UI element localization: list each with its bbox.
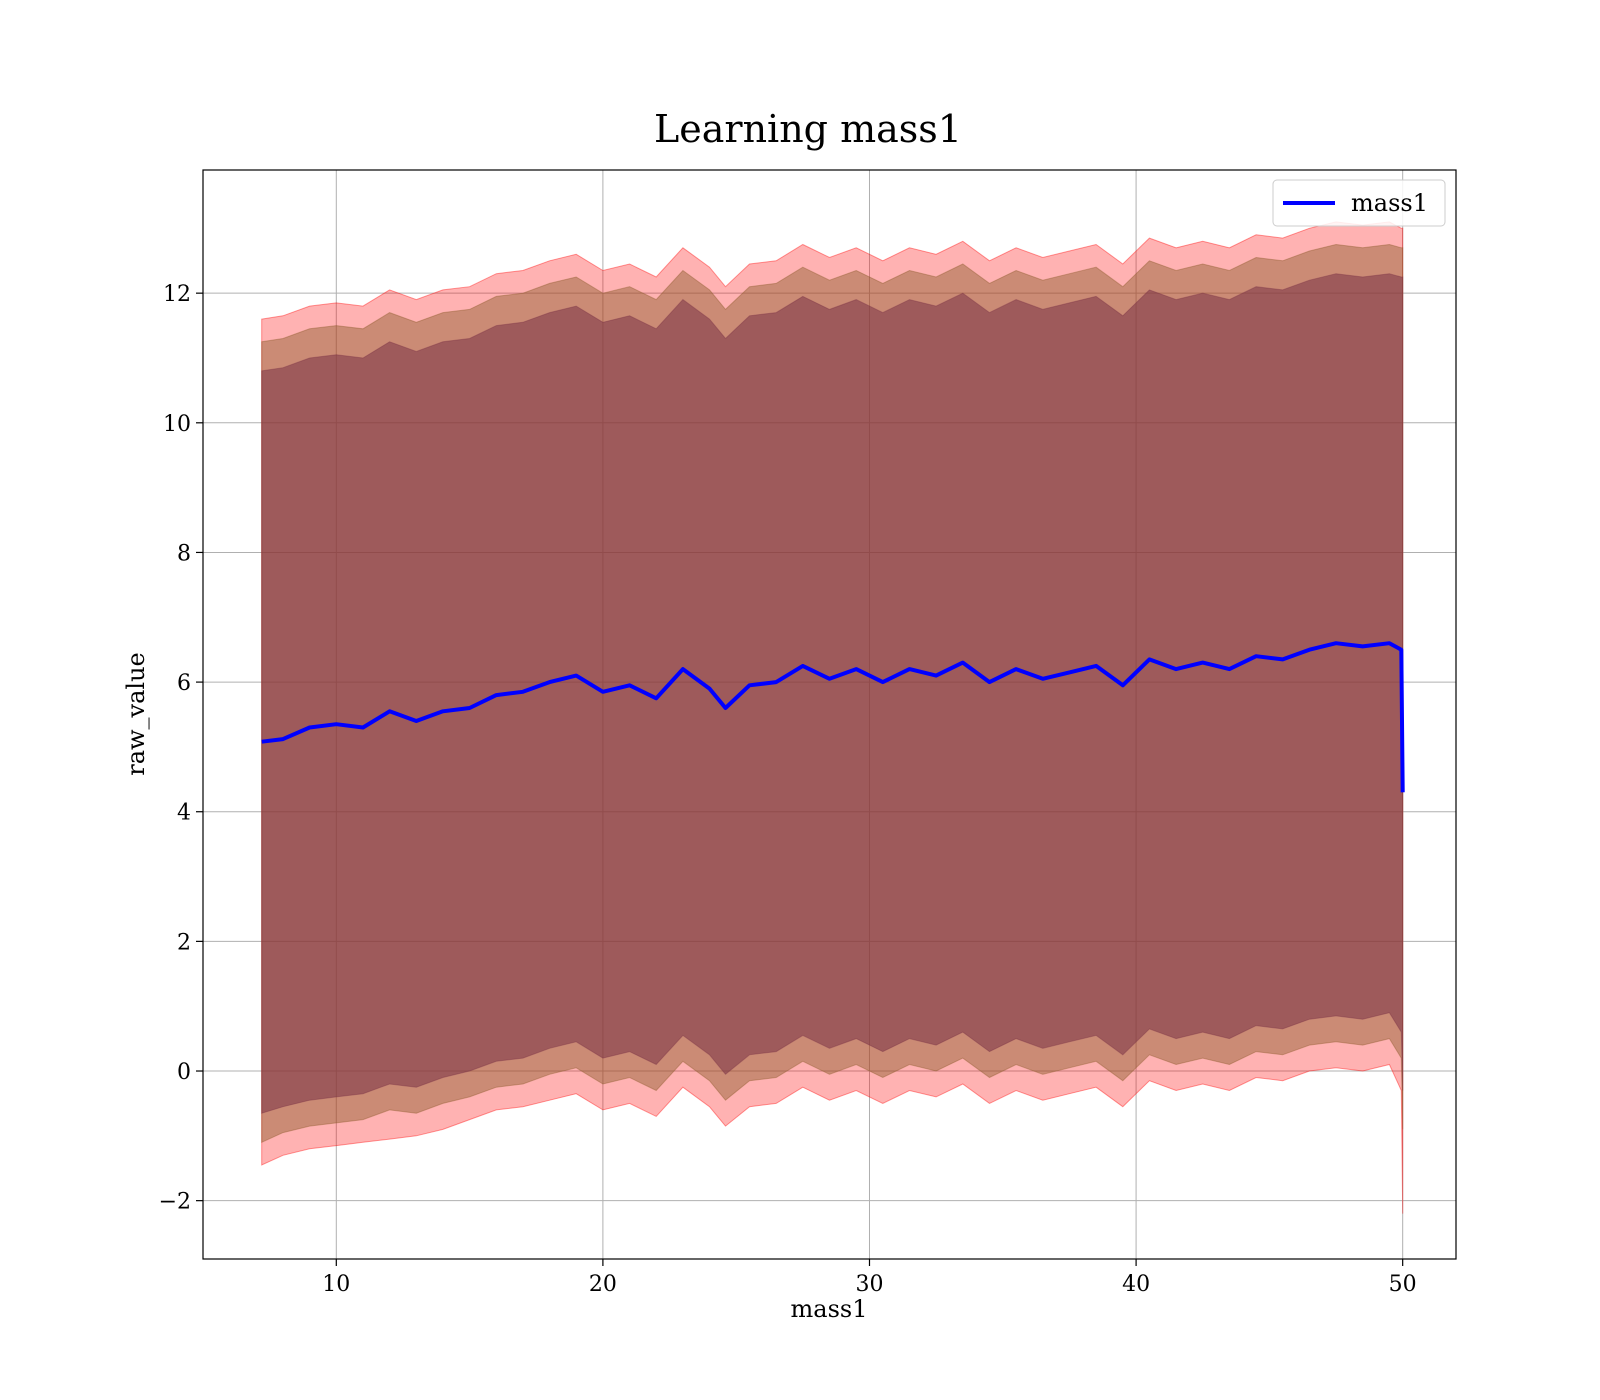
y-tick-label: 8 xyxy=(177,541,191,566)
x-tick-label: 10 xyxy=(322,1272,350,1297)
legend-label-mass1: mass1 xyxy=(1351,189,1428,217)
y-tick-label: 2 xyxy=(177,930,191,955)
x-tick-label: 50 xyxy=(1389,1272,1417,1297)
chart-title: Learning mass1 xyxy=(654,107,962,151)
y-tick-label: 0 xyxy=(177,1060,191,1085)
y-tick-label: 4 xyxy=(177,801,191,826)
y-tick-label: 12 xyxy=(163,282,191,307)
x-axis-label: mass1 xyxy=(791,1295,868,1323)
series-line-mass1 xyxy=(261,641,1405,793)
x-tick-label: 20 xyxy=(589,1272,617,1297)
confidence-band-2 xyxy=(261,273,1404,1114)
y-tick-label: 6 xyxy=(177,671,191,696)
confidence-bands xyxy=(261,221,1404,1214)
legend: mass1 xyxy=(1272,179,1446,227)
x-axis-ticks: 10 20 30 40 50 xyxy=(322,1259,1417,1297)
plot-frame xyxy=(202,169,1457,1260)
series-lines xyxy=(261,641,1405,793)
y-tick-label: 10 xyxy=(163,412,191,437)
legend-box xyxy=(1272,179,1446,227)
y-tick-label: −2 xyxy=(159,1190,191,1215)
y-axis-ticks: −2 0 2 4 6 8 10 12 xyxy=(159,282,203,1215)
y-axis-label: raw_value xyxy=(122,652,150,776)
x-tick-label: 40 xyxy=(1122,1272,1150,1297)
x-tick-label: 30 xyxy=(855,1272,883,1297)
